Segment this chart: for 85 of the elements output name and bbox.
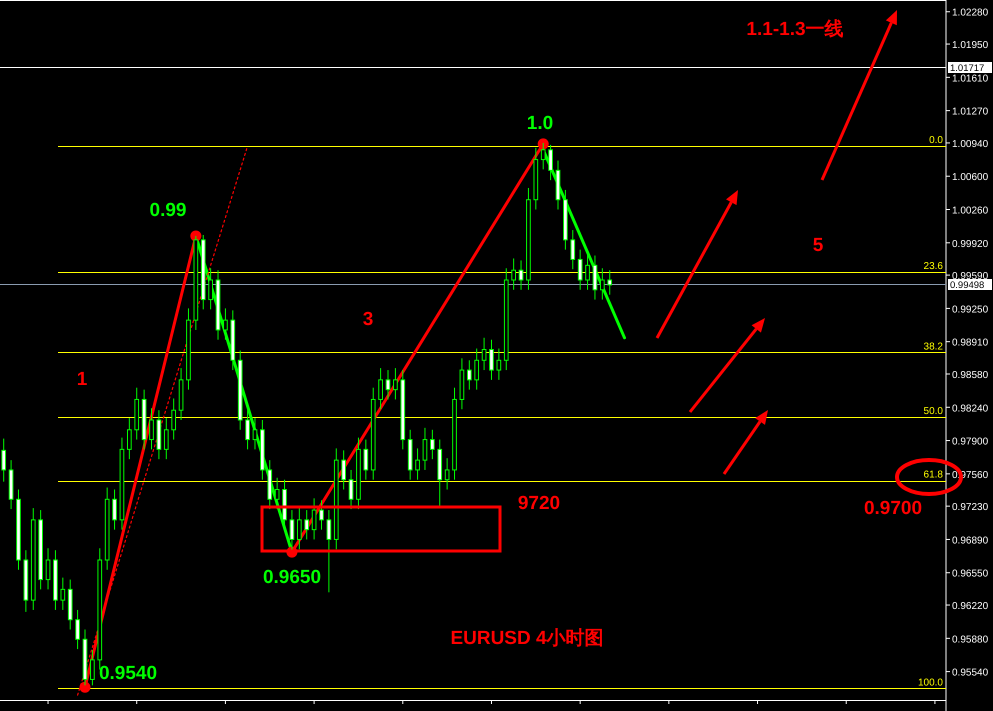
- candlestick: [126, 418, 132, 460]
- y-tick-label: 0.98580: [952, 370, 989, 381]
- y-tick-label: 1.01610: [952, 73, 989, 84]
- y-tick-label: 1.00600: [952, 172, 989, 184]
- candlestick: [474, 348, 480, 390]
- candlestick: [208, 268, 213, 310]
- candlestick: [341, 450, 346, 490]
- candlestick: [274, 477, 280, 510]
- y-tick-label: 0.99920: [952, 238, 989, 250]
- candlestick: [1, 438, 6, 482]
- y-tick-label: 0.99250: [952, 304, 989, 316]
- candlestick: [430, 429, 435, 460]
- y-tick-label: 1.00260: [952, 206, 989, 217]
- candlestick: [518, 260, 524, 290]
- y-tick-label: 0.99590: [952, 271, 989, 282]
- candlestick: [607, 270, 612, 296]
- candlestick: [164, 418, 169, 460]
- y-tick-label: 1.01270: [952, 106, 989, 118]
- y-tick-label: 0.98910: [952, 338, 989, 349]
- annotation: 9720: [518, 493, 560, 514]
- annotation: 5: [812, 235, 824, 256]
- candlestick: [112, 489, 117, 530]
- annotation: 1.0: [526, 113, 554, 134]
- annotation: 0.9700: [864, 498, 922, 519]
- candlestick: [511, 258, 516, 290]
- candlestick: [496, 348, 502, 380]
- candlestick: [482, 337, 486, 371]
- candlestick: [578, 249, 583, 290]
- candlestick: [312, 498, 316, 540]
- candlestick: [60, 577, 66, 610]
- candlestick: [489, 339, 494, 380]
- ref-line-label: 0.99498: [950, 280, 984, 291]
- y-tick-label: 0.98240: [952, 403, 989, 414]
- y-tick-label: 0.96550: [952, 568, 989, 580]
- annotation: 0.0: [929, 134, 944, 146]
- annotation: 0.9540: [98, 663, 158, 684]
- point: [79, 682, 90, 693]
- candlestick: [245, 410, 250, 450]
- y-tick-label: 1.01950: [952, 40, 989, 52]
- y-tick-label: 0.95540: [952, 668, 989, 679]
- candlestick: [252, 418, 258, 450]
- y-tick-label: 0.97230: [952, 502, 989, 514]
- candlestick: [326, 510, 332, 593]
- candlestick: [223, 308, 228, 340]
- y-tick-label: 0.95880: [952, 634, 989, 646]
- candlestick: [386, 370, 390, 400]
- annotation: 23.6: [924, 261, 944, 272]
- y-tick-label: 0.97900: [952, 436, 989, 448]
- annotation: 3: [362, 309, 374, 330]
- candlestick: [422, 427, 428, 470]
- annotation: 50.0: [924, 406, 944, 418]
- candlestick: [149, 408, 154, 450]
- candlestick: [540, 142, 546, 170]
- candlestick: [415, 448, 420, 480]
- annotation: 0.99: [150, 200, 186, 221]
- candlestick: [466, 360, 472, 390]
- y-tick-label: 0.96890: [952, 535, 989, 546]
- candlestick: [570, 230, 576, 270]
- annotation: 1.1-1.3一线: [746, 18, 844, 40]
- annotation: 38.2: [924, 341, 944, 352]
- candlestick: [600, 268, 605, 300]
- candlestick: [304, 510, 310, 540]
- candlestick: [363, 439, 368, 480]
- candlestick: [46, 548, 50, 590]
- candlestick: [393, 368, 398, 400]
- annotation: 61.8: [924, 470, 944, 481]
- candlestick: [585, 253, 590, 290]
- ref-line-label: 1.01717: [950, 63, 984, 74]
- y-tick-label: 1.02280: [952, 8, 989, 19]
- annotation: 0.9650: [262, 567, 322, 588]
- y-tick-label: 1.00940: [952, 138, 989, 150]
- annotation: 1: [76, 369, 88, 390]
- candlestick: [90, 650, 95, 686]
- annotation: 100.0: [918, 677, 944, 688]
- candlestick: [171, 398, 176, 440]
- point: [538, 138, 549, 150]
- candlestick: [319, 500, 324, 530]
- candlestick: [75, 609, 80, 650]
- text: EURUSD 4小时图: [450, 627, 604, 649]
- candlestick: [548, 144, 553, 181]
- candlestick: [378, 368, 383, 410]
- candlestick: [444, 458, 450, 490]
- candlestick: [296, 508, 302, 550]
- candlestick: [348, 469, 354, 510]
- y-tick-label: 0.96220: [952, 601, 989, 612]
